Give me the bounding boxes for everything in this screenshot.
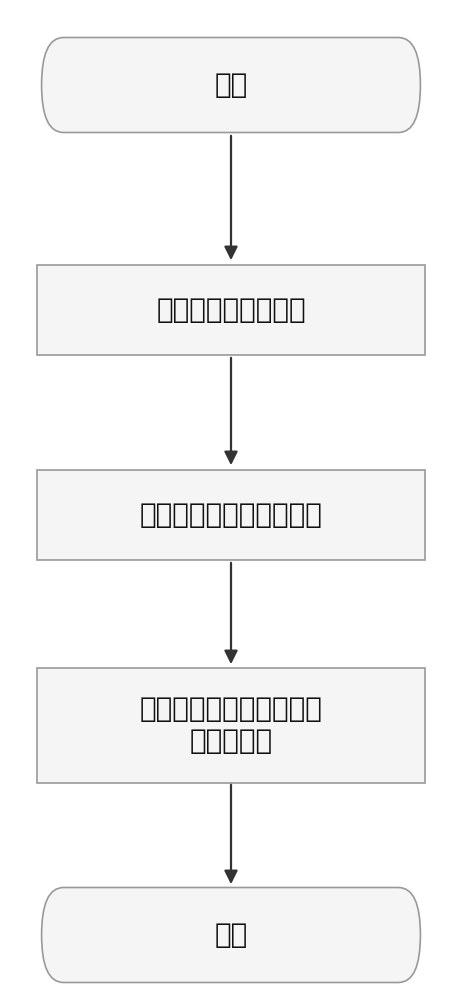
FancyBboxPatch shape (37, 668, 425, 782)
FancyBboxPatch shape (42, 37, 420, 132)
FancyBboxPatch shape (37, 470, 425, 560)
Text: 结束: 结束 (214, 921, 248, 949)
FancyBboxPatch shape (42, 888, 420, 982)
Text: 构建最小广度优先编码树: 构建最小广度优先编码树 (140, 501, 322, 529)
Text: 将流程图转化图模型: 将流程图转化图模型 (156, 296, 306, 324)
FancyBboxPatch shape (37, 265, 425, 355)
Text: 对节点进行赋値，衡量流
程图相似性: 对节点进行赋値，衡量流 程图相似性 (140, 695, 322, 755)
Text: 开始: 开始 (214, 71, 248, 99)
